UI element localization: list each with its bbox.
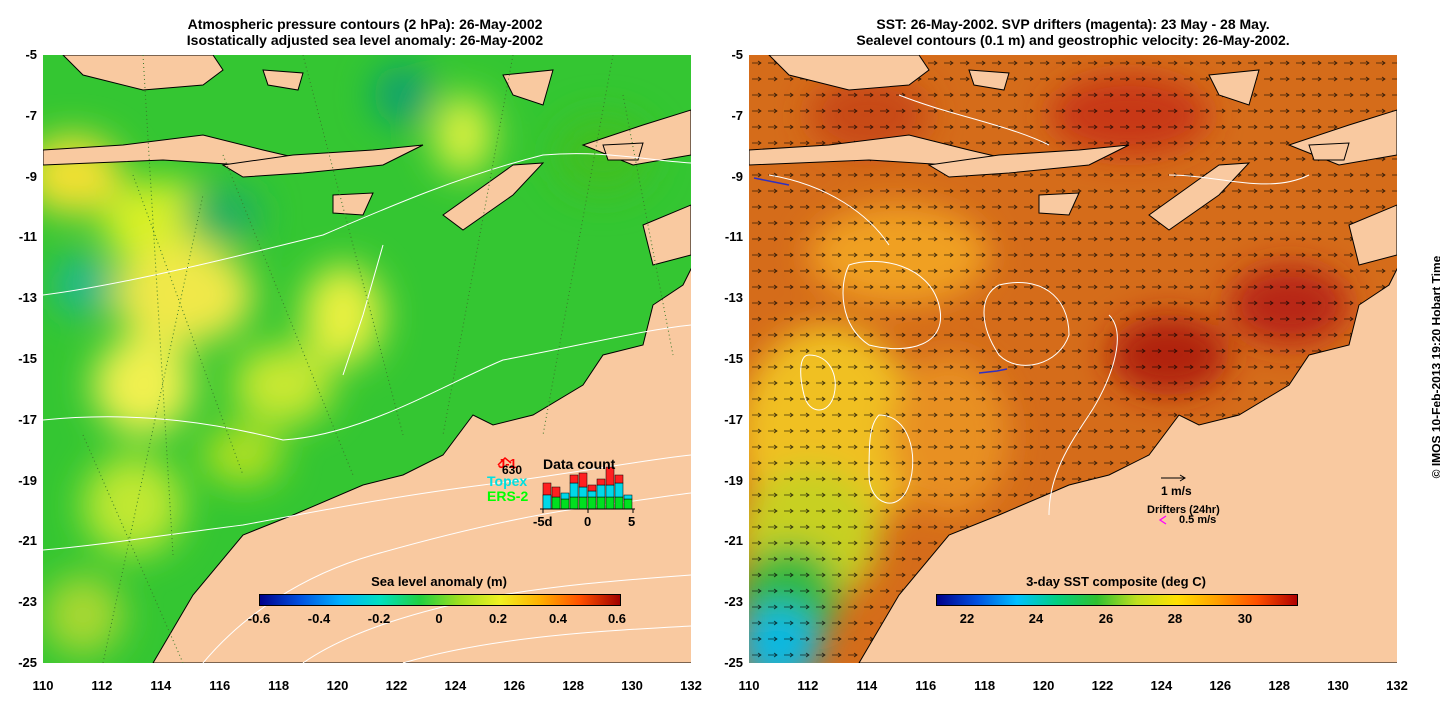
right-ytick: -5 xyxy=(731,47,743,62)
data-count-label-topex: Topex xyxy=(487,473,528,489)
data-count-bars xyxy=(542,466,633,510)
sst-map-svg xyxy=(749,55,1397,663)
data-count-label-j1: J-1 xyxy=(498,456,517,471)
left-ytick: -15 xyxy=(18,351,37,366)
right-colorbar-tick-2: 24 xyxy=(1028,611,1044,626)
left-colorbar-tick-5: 0.2 xyxy=(488,611,508,626)
left-xtick: 130 xyxy=(621,678,643,693)
left-ytick: -9 xyxy=(25,168,37,184)
left-xtick: 120 xyxy=(326,678,349,693)
sea-level-anomaly-map: Data count J-1 630 Topex ERS-2 -5d 0 5 xyxy=(43,55,691,663)
left-colorbar-tick-1: -0.6 xyxy=(247,611,271,626)
right-colorbar-tick-3: 26 xyxy=(1098,611,1114,626)
data-count-chart xyxy=(497,456,635,513)
left-xtick: 128 xyxy=(562,678,585,693)
imos-credit: © IMOS 10-Feb-2013 19:20 Hobart Time xyxy=(1429,255,1440,479)
right-colorbar xyxy=(936,594,1298,606)
left-xtick: 114 xyxy=(150,678,172,693)
right-xtick: 132 xyxy=(1386,678,1408,693)
right-xtick: 118 xyxy=(974,678,996,693)
left-colorbar xyxy=(259,594,621,606)
right-colorbar-title: 3-day SST composite (deg C) xyxy=(1026,574,1206,589)
right-colorbar-tick-4: 28 xyxy=(1167,611,1183,626)
satellite-tracks xyxy=(82,55,674,663)
left-xtick: 132 xyxy=(680,678,702,693)
right-xtick: 116 xyxy=(915,678,937,693)
left-xtick: 110 xyxy=(32,678,54,693)
left-ytick: -13 xyxy=(18,290,37,306)
left-title-line1: Atmospheric pressure contours (2 hPa): 2… xyxy=(187,16,543,32)
right-xtick: 120 xyxy=(1032,678,1055,693)
drifters-legend-label: Drifters (24hr) xyxy=(1147,504,1220,516)
left-colorbar-tick-6: 0.4 xyxy=(548,611,568,626)
right-title-line1: SST: 26-May-2002. SVP drifters (magenta)… xyxy=(876,16,1270,32)
data-count-xtick-end: 5 xyxy=(628,514,636,529)
right-ytick: -17 xyxy=(724,411,743,427)
drifter-speed-label: 0.5 m/s xyxy=(1179,514,1217,526)
left-ytick: -11 xyxy=(18,229,37,245)
right-ytick: -21 xyxy=(724,533,743,549)
right-xtick: 114 xyxy=(856,678,878,693)
right-colorbar-tick-1: 22 xyxy=(959,611,975,626)
left-title-line2: Isostatically adjusted sea level anomaly… xyxy=(186,32,544,48)
right-xtick: 112 xyxy=(797,678,819,693)
right-ytick: -7 xyxy=(731,107,743,123)
right-xtick: 110 xyxy=(738,678,760,693)
left-ytick: -7 xyxy=(25,107,37,123)
sealevel-contours xyxy=(768,94,1310,516)
sst-map: 1 m/s Drifters (24hr) 0.5 m/s xyxy=(749,55,1397,663)
data-count-label-ers2: ERS-2 xyxy=(487,488,529,504)
velocity-scale-arrow xyxy=(1161,474,1186,482)
left-xtick: 126 xyxy=(503,678,526,693)
left-xtick: 118 xyxy=(268,678,290,693)
right-ytick: -23 xyxy=(724,594,743,610)
data-count-label-630: 630 xyxy=(502,463,523,477)
left-xtick: 124 xyxy=(444,678,467,693)
right-ytick: -9 xyxy=(731,168,743,184)
left-colorbar-tick-7: 0.6 xyxy=(607,611,627,626)
left-ytick: -25 xyxy=(18,655,37,670)
left-title: Atmospheric pressure contours (2 hPa): 2… xyxy=(40,16,690,48)
right-title: SST: 26-May-2002. SVP drifters (magenta)… xyxy=(748,16,1398,48)
right-xtick: 124 xyxy=(1150,678,1173,693)
left-xtick: 122 xyxy=(385,678,408,693)
right-ytick: -19 xyxy=(724,472,743,488)
right-colorbar-tick-5: 30 xyxy=(1237,611,1253,626)
left-xtick: 116 xyxy=(209,678,231,693)
data-count-title: Data count xyxy=(543,456,616,472)
right-xtick: 122 xyxy=(1091,678,1114,693)
left-colorbar-tick-2: -0.4 xyxy=(307,611,331,626)
data-count-xtick-start: -5d xyxy=(533,514,553,529)
svp-drifter-tracks xyxy=(753,177,1008,374)
data-count-xtick-zero: 0 xyxy=(584,514,592,529)
left-xtick: 112 xyxy=(91,678,113,693)
right-xtick: 130 xyxy=(1327,678,1349,693)
j1-track-marker xyxy=(497,456,512,466)
drifter-legend-marker xyxy=(1158,515,1167,525)
left-colorbar-tick-3: -0.2 xyxy=(367,611,391,626)
left-ytick: -23 xyxy=(18,594,37,610)
left-landmass xyxy=(43,55,691,663)
left-ytick: -5 xyxy=(25,47,37,62)
left-colorbar-title: Sea level anomaly (m) xyxy=(371,574,507,589)
left-colorbar-tick-4: 0 xyxy=(435,611,443,626)
right-ytick: -13 xyxy=(724,290,743,306)
right-ytick: -15 xyxy=(724,351,743,366)
right-ytick: -11 xyxy=(724,229,743,245)
left-ytick: -19 xyxy=(18,472,37,488)
right-xtick: 128 xyxy=(1268,678,1291,693)
left-ytick: -21 xyxy=(18,533,37,549)
right-title-line2: Sealevel contours (0.1 m) and geostrophi… xyxy=(856,32,1290,48)
sea-level-anomaly-svg xyxy=(43,55,691,663)
right-xtick: 126 xyxy=(1209,678,1232,693)
velocity-scale-label: 1 m/s xyxy=(1161,484,1192,498)
left-ytick: -17 xyxy=(18,411,37,427)
right-ytick: -25 xyxy=(724,655,743,670)
